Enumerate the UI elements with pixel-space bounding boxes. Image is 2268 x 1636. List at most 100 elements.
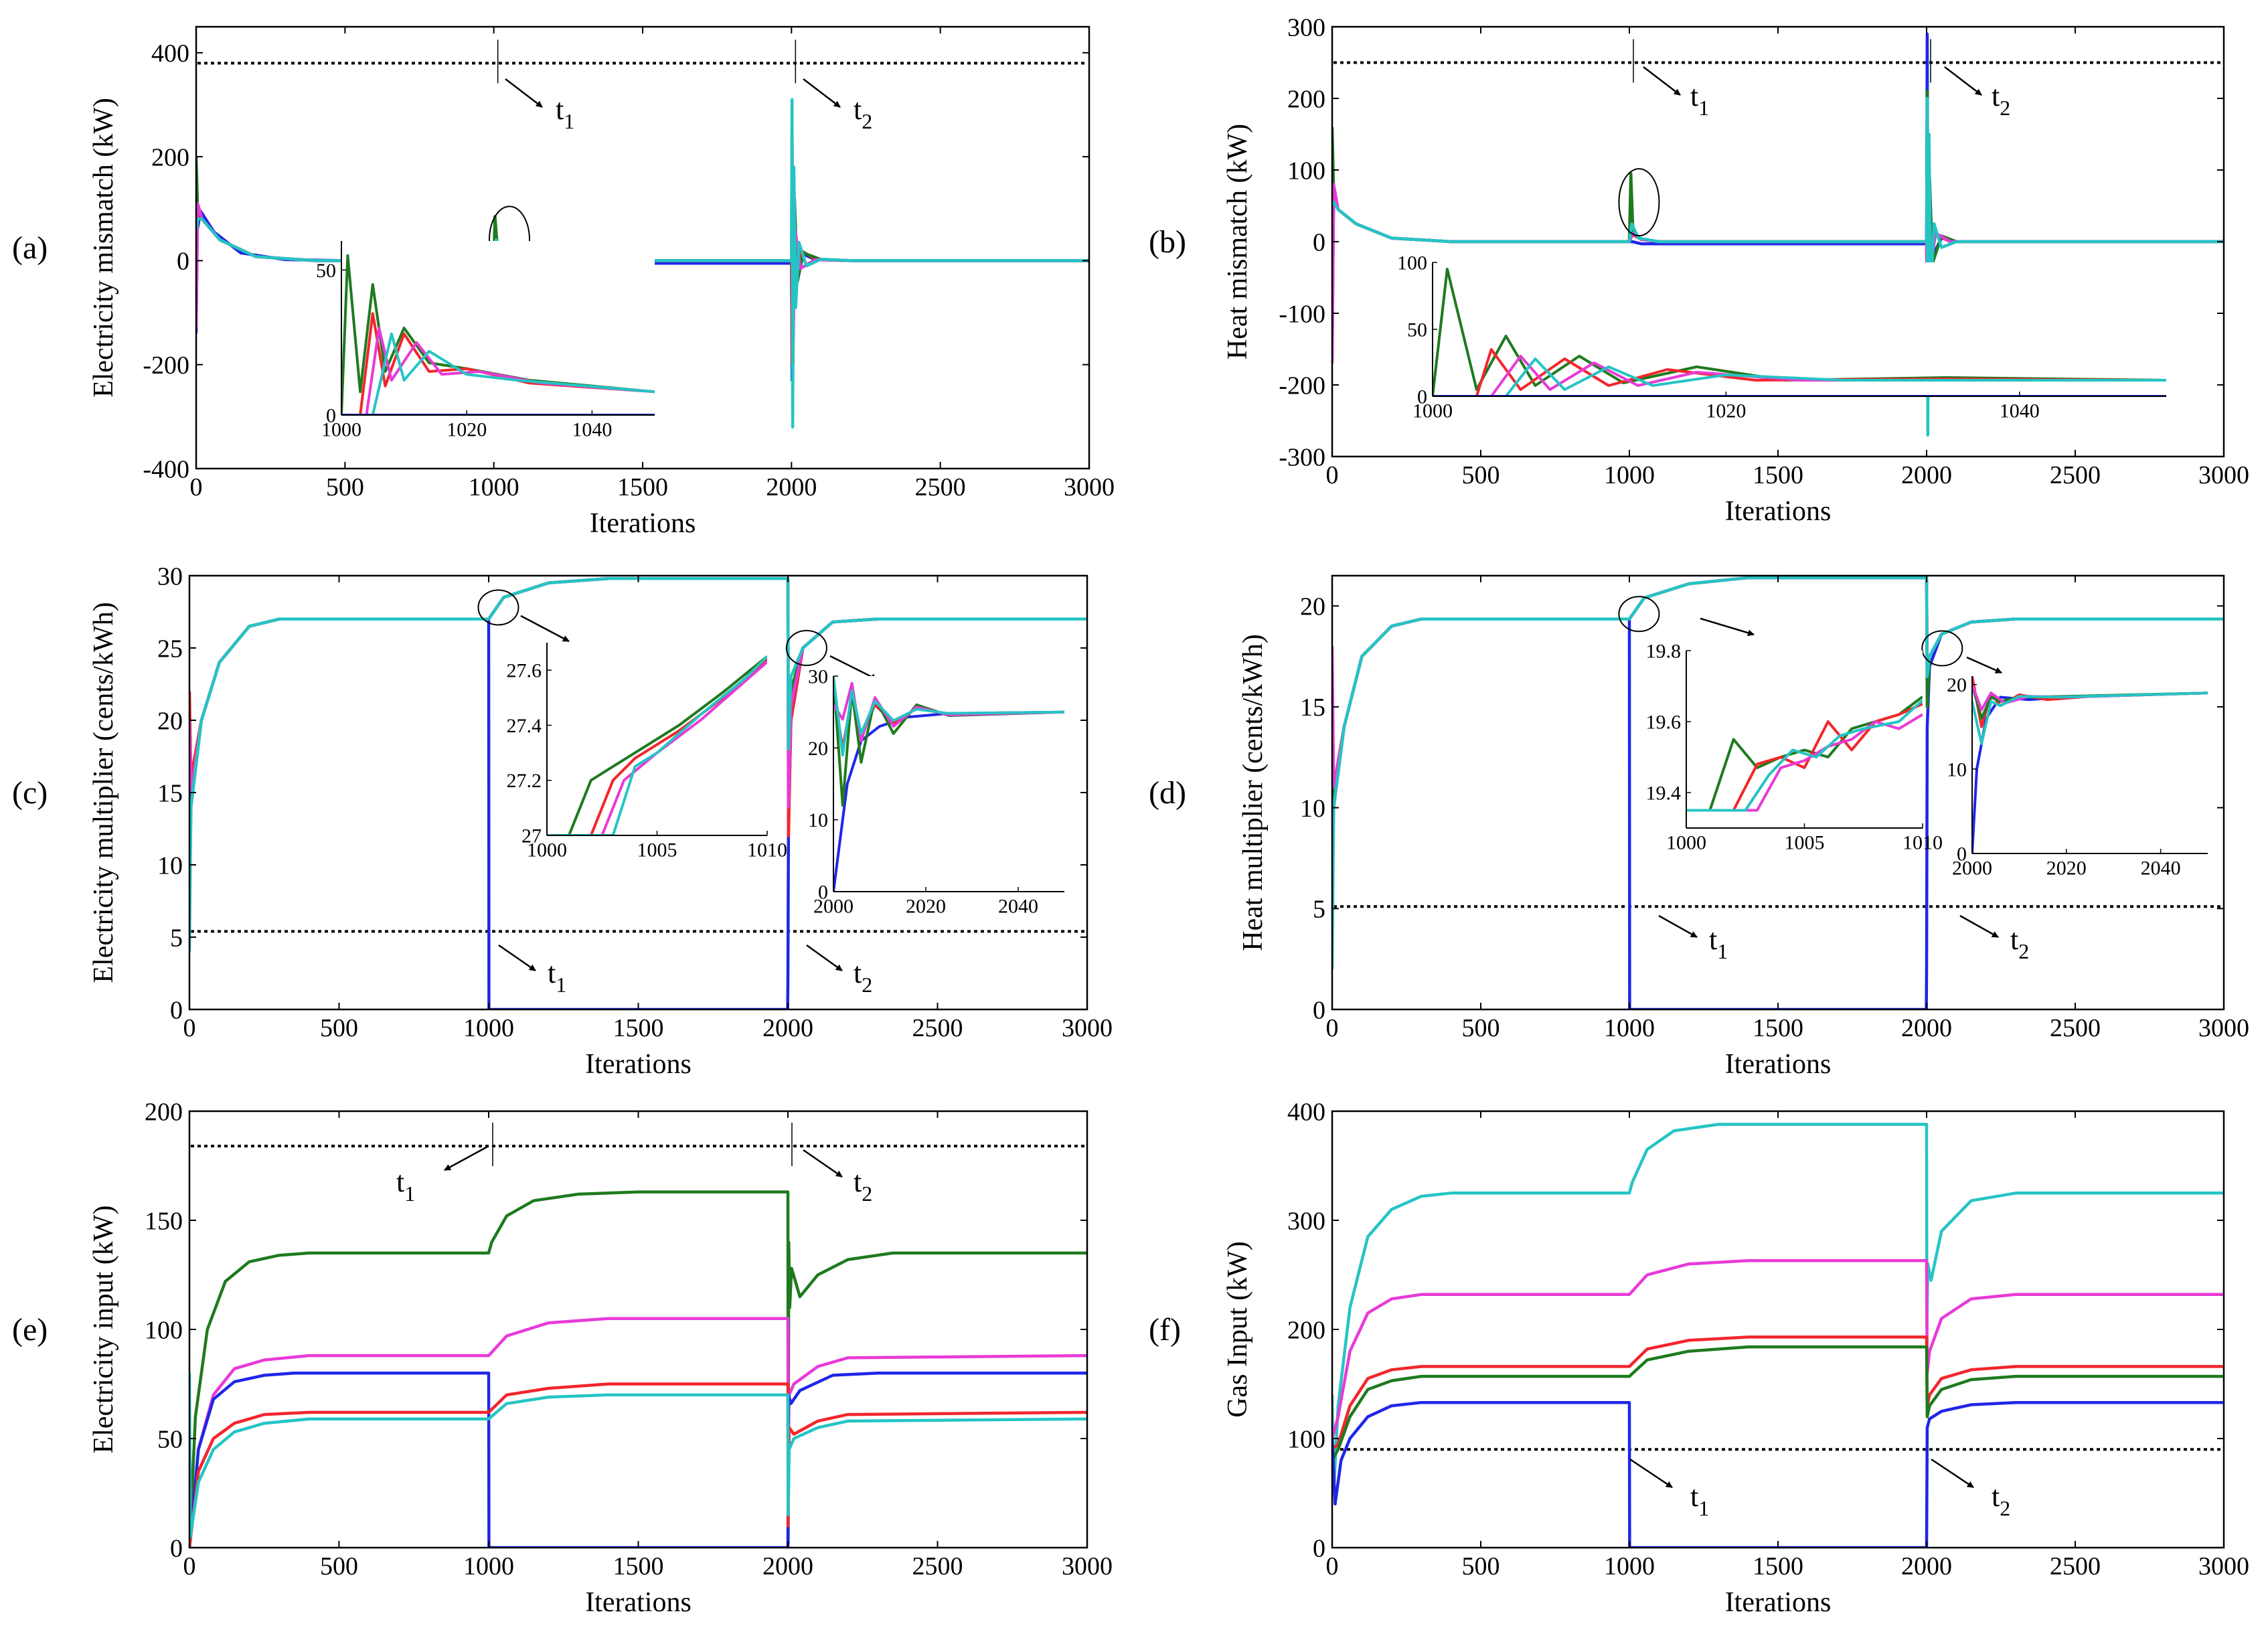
- panel-a-ylabel: Electricity mismatch (kW): [88, 98, 119, 398]
- panel-b: 0 500 1000 1500 2000 2500 3000-300-200-1000100…: [1149, 13, 2249, 527]
- panel-f-series-red: [1332, 1335, 2224, 1451]
- panel-a-label: (a): [12, 230, 48, 266]
- panel-b-marker-t2: t2: [1992, 80, 2010, 120]
- panel-c-xtick-label: 1500: [613, 1014, 664, 1042]
- panel-a-marker-t2-arrow: [803, 78, 841, 108]
- panel-a-inset-1-xtick-label: 1000: [321, 419, 361, 441]
- panel-e-series-magenta: [189, 1317, 1087, 1548]
- panel-f: 0 500 1000 1500 2000 2500 3000 0 100 200 300 400 Ite…: [1149, 1098, 2249, 1618]
- panel-c-ytick-label: 20: [157, 707, 183, 735]
- panel-e-xtick-label: 500: [320, 1552, 358, 1580]
- panel-d-xtick-label: 3000: [2198, 1014, 2249, 1042]
- panel-e-ytick-label: 50: [157, 1425, 183, 1453]
- panel-d-xtick-label: 1500: [1753, 1014, 1803, 1042]
- panel-b-marker-t2-arrow: [1944, 66, 1982, 96]
- panel-a-inset-1-xtick-label: 1040: [572, 419, 612, 441]
- panel-d-xtick-label: 0: [1326, 1014, 1339, 1042]
- panel-f-marker-t2-arrow: [1931, 1458, 1974, 1489]
- panel-a-marker-t1-arrow: [505, 78, 543, 108]
- panel-b-marker-t1: t1: [1690, 80, 1709, 120]
- panel-d-ytick-label: 5: [1313, 896, 1325, 924]
- panel-d-inset-1: 1000 1005 1010 19.4 19.6 19.8: [1646, 641, 1943, 854]
- panel-c-series-cyan: [189, 577, 1087, 952]
- panel-a-ytick-label: -200: [143, 351, 189, 380]
- panel-e-xtick-label: 3000: [1062, 1552, 1113, 1580]
- panel-d-inset-1-ytick-label: 19.6: [1646, 712, 1682, 734]
- panel-c-inset-1: 1000 1005 1010 27 27.2 27.4 27.6: [507, 643, 787, 862]
- panel-b-xlabel: Iterations: [1725, 496, 1832, 527]
- panel-b-xtick-label: 2500: [2050, 461, 2101, 489]
- panel-c-inset-2-ytick-label: 20: [808, 738, 828, 760]
- panel-c-label: (c): [12, 775, 48, 811]
- panel-c-inset-arrow-2: [829, 655, 878, 681]
- panel-b-xtick-label: 1000: [1604, 461, 1655, 489]
- panel-f-marker-t1: t1: [1690, 1480, 1709, 1520]
- panel-d-marker-t1: t1: [1709, 923, 1728, 963]
- panel-e-ytick-label: 200: [145, 1098, 183, 1126]
- panel-d-inset-1-ytick-label: 19.8: [1646, 641, 1682, 663]
- panel-c: 0 500 1000 1500 2000 2500 3000 0 5 10 15 20 25 30 Iter…: [12, 562, 1113, 1080]
- panel-d-marker-t2: t2: [2010, 923, 2029, 963]
- panel-f-ytick-label: 400: [1287, 1098, 1325, 1126]
- panel-a-ytick-label: 200: [151, 143, 189, 171]
- panel-b-inset-1-xtick-label: 1000: [1412, 400, 1453, 422]
- panel-e-xtick-label: 2500: [912, 1552, 963, 1580]
- panel-c-inset-2-series-cyan: [833, 676, 1064, 757]
- panel-d-inset-2-series-cyan: [1972, 691, 2208, 745]
- panel-d-ytick-label: 15: [1300, 693, 1325, 722]
- panel-b-inset-1-ytick-label: 100: [1397, 252, 1427, 274]
- panel-c-inset-1-series-green: [547, 655, 767, 835]
- panel-d-inset-1-ytick-label: 19.4: [1646, 783, 1682, 805]
- panel-e-series-red: [189, 1382, 1087, 1548]
- panel-b-ytick-label: -300: [1279, 443, 1325, 471]
- panel-d-inset-1-series-cyan: [1686, 699, 1923, 812]
- panel-d-inset-arrow-2: [1966, 656, 2002, 674]
- panel-d-inset-2-background: [1972, 676, 2208, 853]
- panel-f-xtick-label: 0: [1326, 1552, 1339, 1580]
- panel-a-marker-t2: t2: [854, 93, 872, 133]
- panel-d-inset-2-ytick-label: 0: [1957, 843, 1967, 866]
- panel-c-inset-1-xtick-label: 1010: [747, 839, 787, 862]
- panel-f-ylabel: Gas Input (kW): [1222, 1241, 1253, 1418]
- panel-a-inset-1-ytick-label: 0: [326, 405, 336, 427]
- panel-b-ylabel: Heat mismatch (kW): [1222, 124, 1253, 359]
- panel-e-series-cyan: [189, 1373, 1087, 1538]
- panel-a-xtick-label: 500: [326, 473, 364, 501]
- panel-d-zoom-circle-2: [1921, 630, 1963, 667]
- panel-d-inset-2-xtick-label: 2000: [1952, 857, 1992, 880]
- panel-b-ytick-label: -100: [1279, 300, 1325, 328]
- panel-f-ytick-label: 0: [1313, 1534, 1325, 1562]
- panel-b-xtick-label: 3000: [2198, 461, 2249, 489]
- panel-f-xtick-label: 2500: [2050, 1552, 2101, 1580]
- panel-e-marker-t1: t1: [396, 1165, 415, 1206]
- panel-a-xlabel: Iterations: [590, 508, 696, 539]
- panel-b-ytick-label: 100: [1287, 157, 1325, 185]
- panel-a-inset-1-ytick-label: 50: [316, 260, 336, 282]
- panel-d-ytick-label: 0: [1313, 996, 1325, 1024]
- panel-b-xtick-label: 500: [1462, 461, 1500, 489]
- panel-b-ytick-label: 300: [1287, 13, 1325, 42]
- panel-d-inset-1-xtick-label: 1005: [1785, 832, 1825, 854]
- panel-e-series-green: [189, 1190, 1087, 1548]
- panel-c-inset-2-ytick-label: 0: [818, 882, 828, 904]
- panel-b-inset-1-ytick-label: 50: [1407, 319, 1427, 341]
- panel-c-xlabel: Iterations: [585, 1049, 692, 1080]
- panel-e-ytick-label: 150: [145, 1207, 183, 1235]
- panel-c-xtick-label: 500: [320, 1014, 358, 1042]
- panel-f-ytick-label: 100: [1287, 1425, 1325, 1453]
- panel-e-ytick-label: 100: [145, 1316, 183, 1344]
- panel-d-xtick-label: 2000: [1901, 1014, 1952, 1042]
- panel-e-marker-t1-arrow: [444, 1145, 489, 1171]
- panel-e-ylabel: Electricity input (kW): [88, 1206, 119, 1454]
- panel-c-ytick-label: 0: [170, 996, 183, 1024]
- panel-d-inset-1-background: [1686, 651, 1923, 828]
- panel-d: 0 500 1000 1500 2000 2500 3000 0 5 10 15 20 Iteratio…: [1149, 574, 2249, 1080]
- panel-f-axes-frame: [1331, 1110, 2225, 1549]
- panel-b-inset-1-ytick-label: 0: [1417, 386, 1427, 408]
- panel-c-ytick-label: 25: [157, 635, 183, 663]
- panel-d-inset-2-ytick-label: 20: [1947, 674, 1967, 696]
- panel-a-xtick-label: 3000: [1064, 473, 1115, 501]
- panel-f-ytick-label: 200: [1287, 1316, 1325, 1344]
- panel-b-ytick-label: -200: [1279, 372, 1325, 400]
